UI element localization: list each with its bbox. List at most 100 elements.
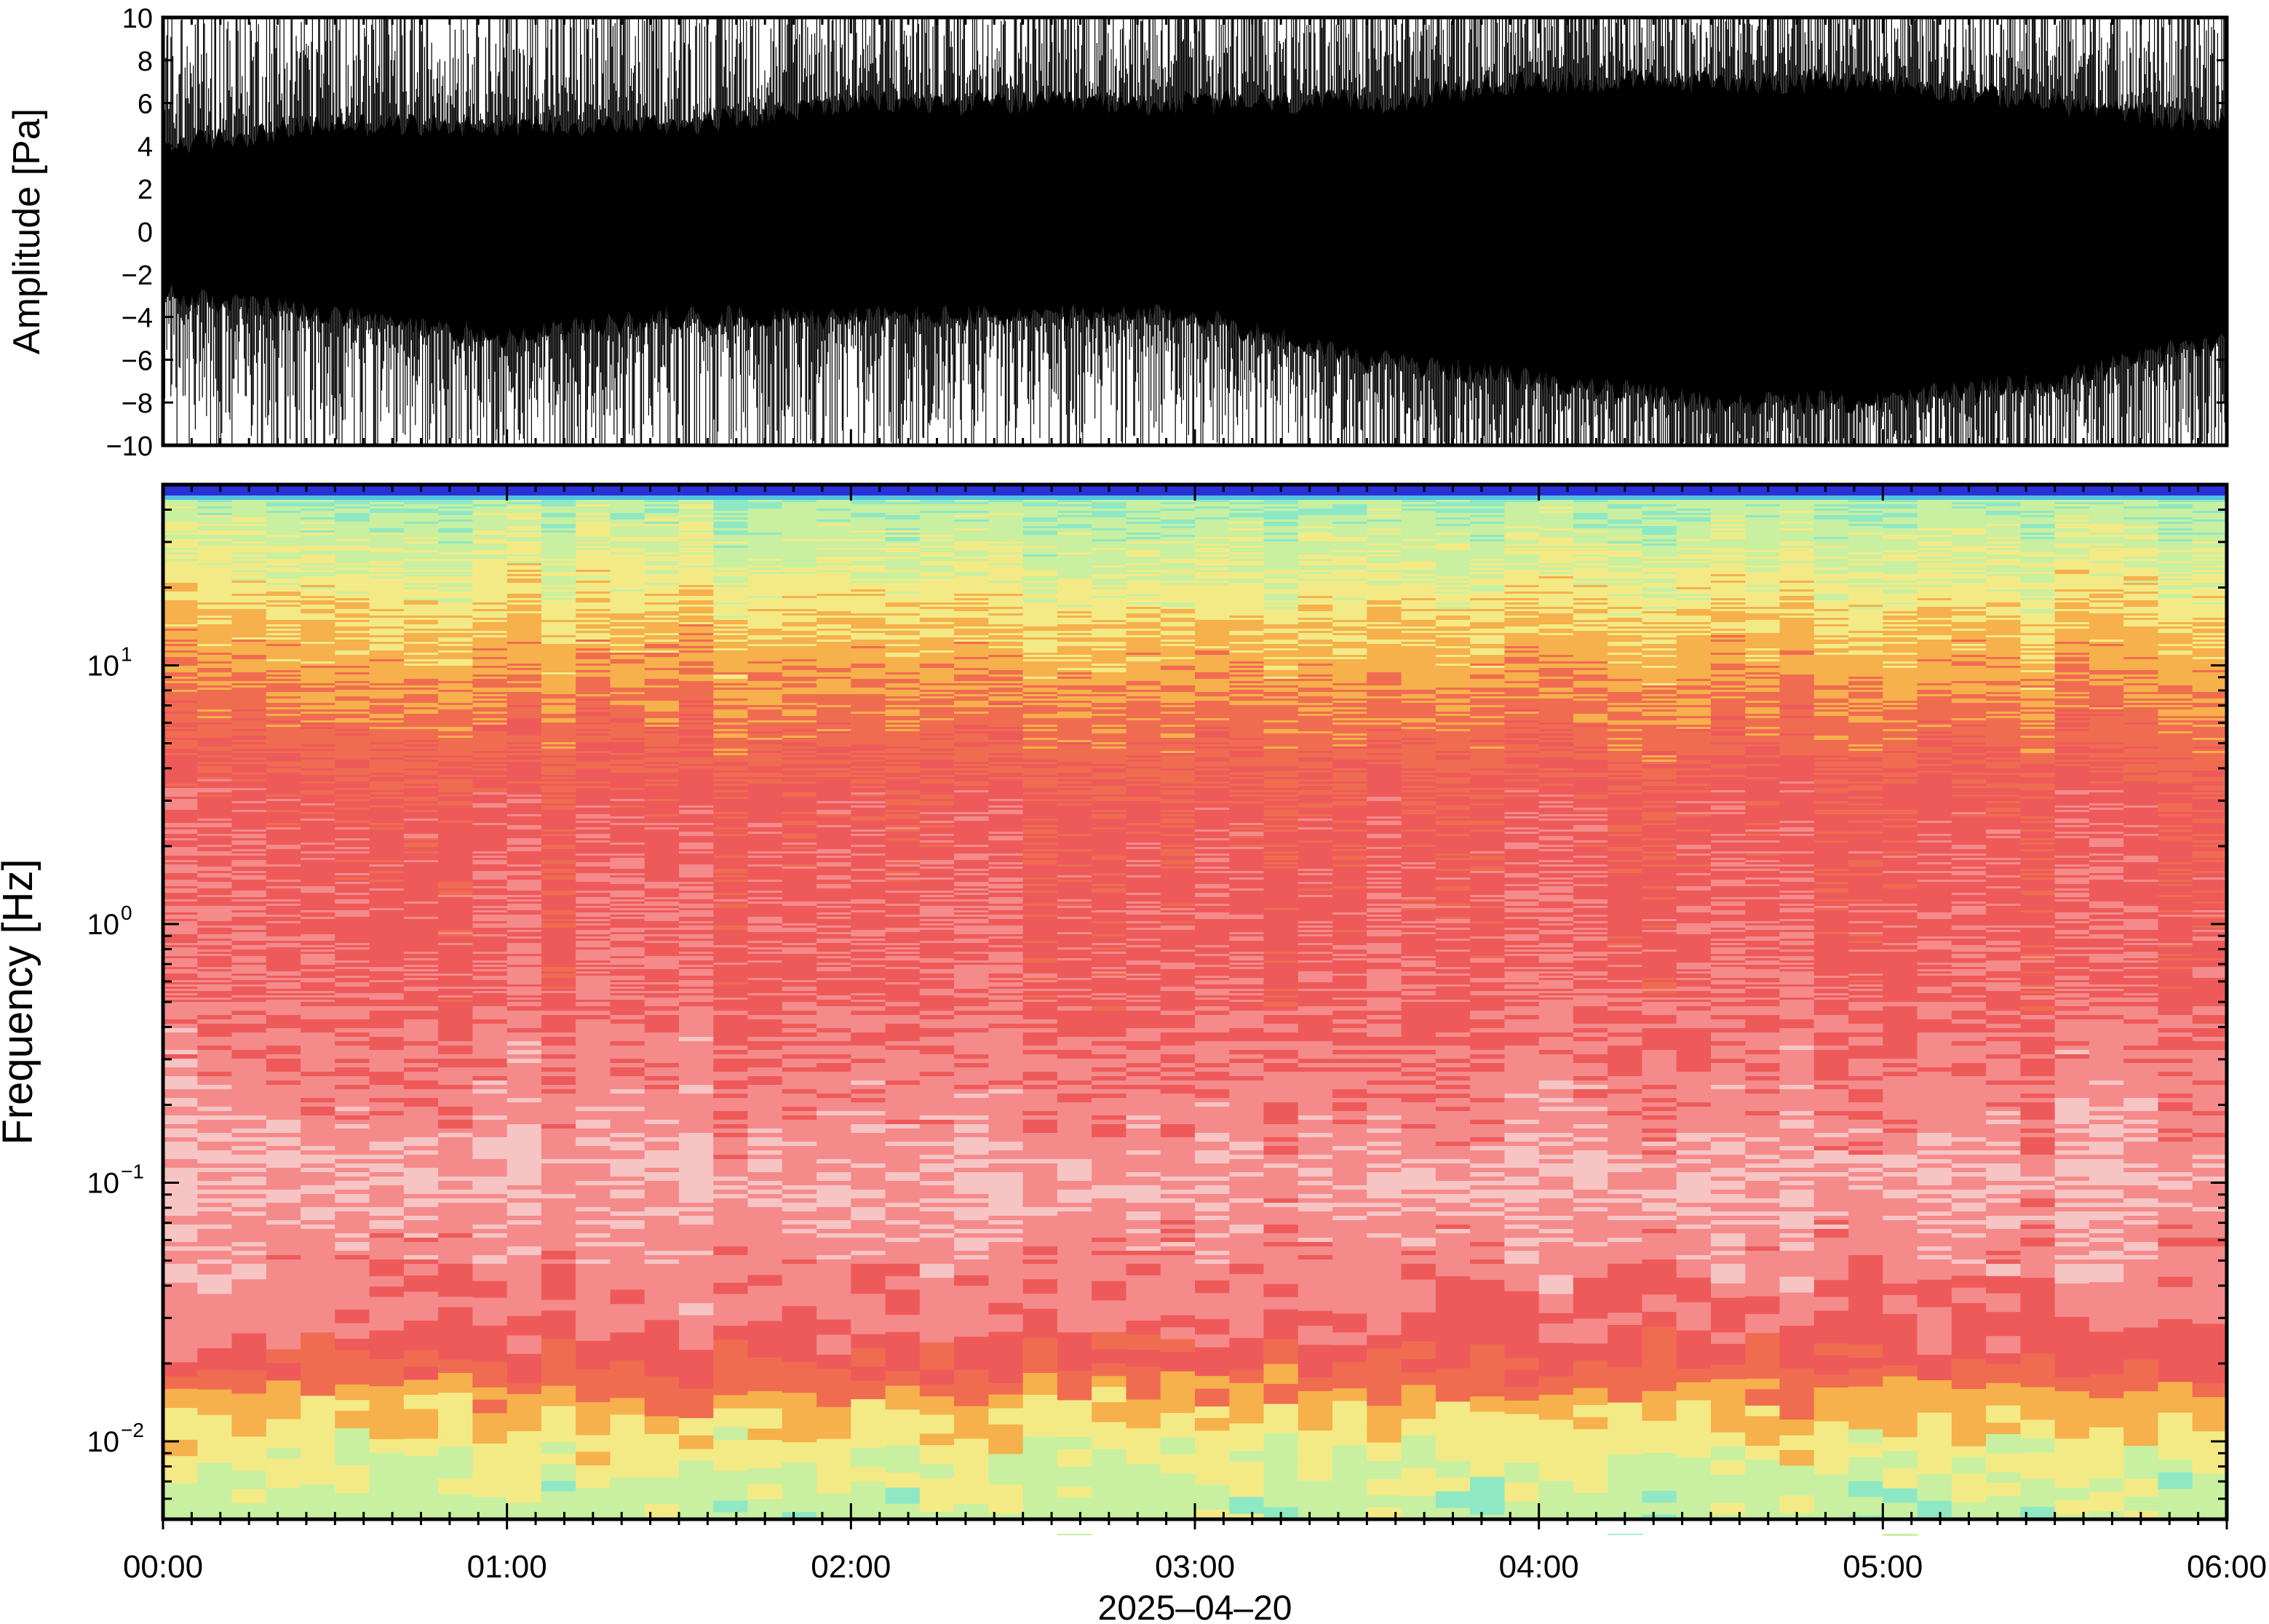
spectrogram-cell [644,950,680,952]
spectrogram-cell [403,980,440,983]
spectrogram-cell [506,581,542,584]
spectrogram-cell [266,1137,302,1142]
spectrogram-cell [403,856,440,859]
spectrogram-cell [541,511,577,514]
spectrogram-cell [335,513,370,516]
spectrogram-cell [369,498,405,501]
spectrogram-cell [438,703,474,706]
spectrogram-cell [541,989,577,992]
spectrogram-cell [472,642,508,645]
spectrogram-cell [197,1255,233,1260]
spectrogram-cell [369,635,405,638]
spectrogram-cell [369,1024,405,1029]
spectrogram-cell [438,747,474,749]
spectrogram-cell [438,613,474,616]
spectrogram-cell [403,605,440,608]
spectrogram-cell [679,585,715,588]
spectrogram-cell [576,784,611,787]
spectrogram-cell [644,524,680,527]
spectrogram-cell [301,1011,336,1016]
spectrogram-cell [610,904,645,907]
spectrogram-cell [506,493,542,496]
spectrogram-cell [541,777,577,780]
spectrogram-cell [231,729,267,732]
spectrogram-cell [541,1310,577,1329]
spectrogram-cell [369,832,405,835]
spectrogram-cell [369,786,405,789]
spectrogram-cell [301,1318,336,1333]
spectrogram-cell [403,823,440,826]
spectrogram-cell [163,1255,199,1260]
spectrogram-cell [301,784,336,787]
spectrogram-cell [610,928,645,931]
spectrogram-cell [163,943,199,946]
spectrogram-cell [266,1032,302,1038]
spectrogram-cell [506,688,542,690]
spectrogram-cell [369,954,405,957]
spectrogram-cell [301,808,336,811]
spectrogram-cell [403,1194,440,1199]
spectrogram-cell [403,941,440,944]
spectrogram-cell [266,668,302,671]
spectrogram-cell [610,810,645,813]
spectrogram-cell [231,760,267,763]
spectrogram-cell [403,932,440,935]
spectrogram-cell [438,707,474,710]
spectrogram-cell [231,742,267,745]
spectrogram-cell [403,1072,440,1077]
spectrogram-cell [266,1229,302,1234]
spectrogram-cell [576,727,611,730]
spectrogram-cell [301,836,336,839]
spectrogram-cell [369,928,405,931]
spectrogram-cell [438,974,474,976]
spectrogram-cell [369,956,405,959]
spectrogram-cell [576,607,611,610]
spectrogram-cell [438,849,474,852]
spectrogram-cell [266,941,302,944]
spectrogram-cell [472,655,508,658]
spectrogram-cell [438,998,474,1000]
spectrogram-cell [335,860,370,863]
spectrogram-cell [506,819,542,821]
spectrogram-cell [266,1000,302,1003]
spectrogram-cell [576,1024,611,1029]
spectrogram-cell [197,670,233,673]
spectrogram-cell [438,640,474,642]
spectrogram-cell [644,1185,680,1190]
spectrogram-cell [541,819,577,821]
spectrogram-cell [506,958,542,961]
spectrogram-cell [438,589,474,592]
spectrogram-cell [472,886,508,889]
spectrogram-cell [163,978,199,981]
spectrogram-cell [335,685,370,688]
spectrogram-cell [541,1177,577,1182]
spectrogram-cell [403,572,440,575]
spectrogram-cell [231,1028,267,1033]
spectrogram-cell [197,897,233,900]
spectrogram-cell [506,609,542,612]
spectrogram-cell [472,1115,508,1121]
spectrogram-cell [506,808,542,811]
spectrogram-cell [644,598,680,601]
spectrogram-cell [506,873,542,876]
spectrogram-cell [541,915,577,918]
spectrogram-cell [610,971,645,974]
spectrogram-cell [197,685,233,688]
spectrogram-cell [301,821,336,824]
spectrogram-cell [438,622,474,625]
spectrogram-cell [610,926,645,928]
spectrogram-cell [403,513,440,516]
spectrogram-cell [644,976,680,979]
spectrogram-cell [163,936,199,939]
spectrogram-cell [438,963,474,966]
spectrogram-cell [610,581,645,584]
spectrogram-cell [506,1487,542,1504]
spectrogram-cell [335,650,370,653]
spectrogram-cell [610,805,645,808]
spectrogram-cell [679,685,715,688]
spectrogram-cell [576,877,611,880]
spectrogram-cell [506,528,542,531]
spectrogram-cell [576,1072,611,1077]
spectrogram-cell [403,950,440,952]
spectrogram-cell [197,552,233,555]
